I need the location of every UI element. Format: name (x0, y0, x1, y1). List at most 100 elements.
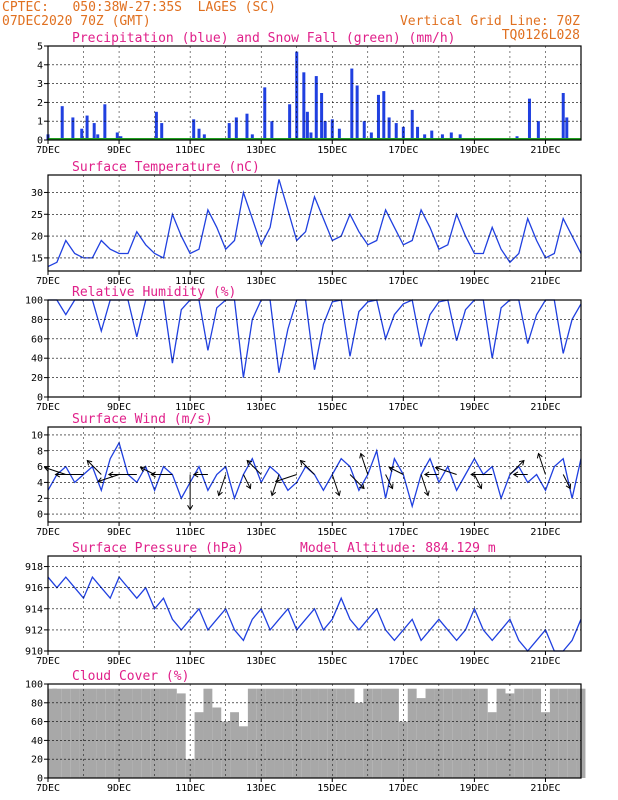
x-tick-label: 7DEC (36, 783, 60, 794)
wind-vector-arrowhead (470, 471, 476, 478)
cloud-bar (212, 707, 222, 778)
y-tick-label: 40 (31, 736, 43, 747)
y-tick-label: 918 (25, 562, 43, 573)
cloud-bar (274, 688, 284, 778)
x-tick-label: 13DEC (246, 656, 276, 667)
wind-vector-arrow (275, 474, 297, 482)
x-tick-label: 21DEC (530, 527, 560, 538)
precip-bar (115, 132, 119, 140)
temperature-frame (47, 174, 582, 272)
pressure-panel: 910 912 914 916 918 7DEC 9DEC 11DEC 13DEC 15DEC 17… (25, 541, 582, 667)
x-tick-label: 17DEC (388, 783, 418, 794)
precip-bar (416, 126, 420, 140)
cloud-bar (452, 688, 462, 778)
cloud-bar (469, 688, 479, 778)
cloud-bar (79, 688, 88, 778)
x-tick-label: 21DEC (530, 402, 560, 413)
x-tick-label: 17DEC (388, 276, 418, 287)
wind-vector-arrowhead (54, 471, 61, 478)
wind-vector-arrowhead (139, 466, 146, 472)
header-location: CPTEC: 050:38W-27:35S LAGES (SC) (2, 0, 276, 15)
precip-bar (302, 72, 306, 140)
precip-bar (85, 115, 89, 140)
precip-bar (423, 134, 427, 140)
x-tick-label: 19DEC (459, 656, 489, 667)
precip-bar (527, 98, 531, 140)
temperature-panel: 15 20 25 30 7DEC 9DEC 11DEC 13DEC 15DEC 17DEC 19DE… (31, 160, 582, 287)
precip-panel: 0 1 2 3 4 5 7DEC 9DEC 11DEC 13DEC 15DEC 17DEC 19DEC 2… (36, 31, 582, 156)
x-tick-label: 13DEC (246, 276, 276, 287)
y-tick-label: 2 (37, 494, 43, 505)
wind-frame (47, 426, 582, 523)
cloud-bar (141, 688, 151, 778)
cloud-bar (567, 688, 577, 778)
precip-bar (96, 134, 100, 140)
cloud-bar (283, 688, 293, 778)
precip-title: Precipitation (blue) and Snow Fall (gree… (72, 31, 456, 46)
cloud-bar (381, 688, 391, 778)
cloud-bar (87, 688, 97, 778)
x-tick-label: 17DEC (388, 402, 418, 413)
wind-vector-arrowhead (335, 490, 341, 497)
cloud-bar (247, 688, 257, 778)
x-tick-label: 19DEC (459, 783, 489, 794)
wind-vector-arrowhead (388, 466, 395, 472)
precip-bar (376, 94, 380, 140)
cloud-bar (310, 688, 319, 778)
wind-vector-arrow (509, 460, 525, 475)
cloud-bar (256, 688, 266, 778)
y-tick-label: 916 (25, 583, 43, 594)
precip-bar (309, 132, 313, 140)
x-tick-label: 9DEC (107, 656, 131, 667)
y-tick-label: 25 (31, 210, 43, 221)
cloud-bar (434, 688, 444, 778)
x-tick-label: 11DEC (175, 145, 205, 156)
cloud-bar (443, 688, 453, 778)
cloud-bar (514, 688, 524, 778)
y-tick-label: 6 (37, 462, 43, 473)
x-tick-label: 9DEC (107, 145, 131, 156)
precip-bar (401, 126, 405, 140)
y-tick-label: 80 (31, 315, 43, 326)
x-tick-label: 9DEC (107, 402, 131, 413)
wind-vector-arrow (140, 467, 155, 475)
x-tick-label: 7DEC (36, 527, 60, 538)
cloud-bar (52, 688, 62, 778)
x-tick-label: 11DEC (175, 783, 205, 794)
wind-vector-arrowhead (86, 459, 93, 466)
wind-vector-arrow (218, 474, 227, 496)
header-model-id: TQ0126L028 (501, 28, 580, 43)
precip-bar (295, 51, 299, 140)
wind-vector-arrow (389, 467, 404, 475)
precip-bar (245, 113, 249, 140)
x-tick-label: 21DEC (530, 276, 560, 287)
precip-frame (47, 45, 582, 141)
x-tick-label: 11DEC (175, 402, 205, 413)
precip-bar (330, 119, 334, 140)
precip-bar (458, 134, 462, 140)
x-tick-label: 15DEC (317, 783, 347, 794)
cloud-bar (265, 688, 275, 778)
cloud-bar (363, 688, 373, 778)
x-tick-label: 13DEC (246, 527, 276, 538)
precip-bar (202, 134, 206, 140)
cloud-bar (425, 688, 435, 778)
wind-vector-arrowhead (187, 504, 194, 511)
wind-vector-arrow (360, 453, 369, 475)
y-tick-label: 0 (37, 774, 43, 785)
x-tick-label: 15DEC (317, 276, 347, 287)
wind-vector-arrowhead (536, 452, 543, 459)
precip-bar (382, 91, 386, 140)
precip-bar (314, 76, 318, 140)
y-tick-label: 2 (37, 98, 43, 109)
wind-vector-arrow (246, 460, 262, 475)
cloud-bar (176, 693, 186, 778)
x-tick-label: 11DEC (175, 527, 205, 538)
y-tick-label: 8 (37, 446, 43, 457)
header-datetime: 07DEC2020 70Z (GMT) (2, 14, 151, 29)
cloud-bar (461, 688, 470, 778)
wind-vector-arrowhead (150, 471, 156, 478)
x-tick-label: 21DEC (530, 656, 560, 667)
y-tick-label: 4 (37, 60, 43, 71)
wind-vector-arrow (385, 474, 394, 489)
